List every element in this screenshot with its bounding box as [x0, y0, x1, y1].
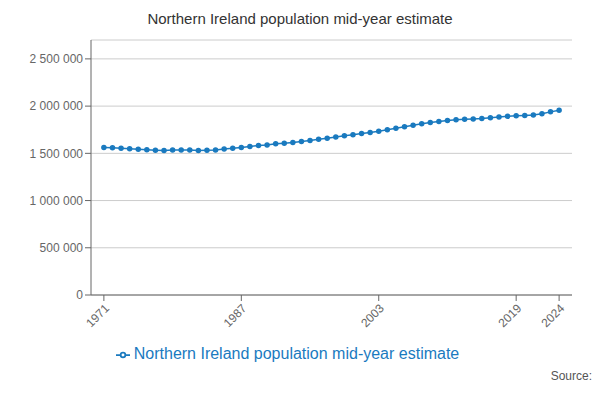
svg-text:1 500 000: 1 500 000 — [30, 147, 84, 161]
svg-text:500 000: 500 000 — [40, 241, 84, 255]
svg-text:2019: 2019 — [496, 301, 525, 330]
svg-text:1 000 000: 1 000 000 — [30, 194, 84, 208]
html-text:Source:: Source: — [550, 369, 592, 383]
svg-text:1971: 1971 — [83, 301, 112, 330]
html-text:Northern Ireland population mi: Northern Ireland population mid-year est… — [133, 345, 460, 362]
svg-text:2 500 000: 2 500 000 — [30, 52, 84, 66]
html-text:Northern Ireland population mi: Northern Ireland population mid-year est… — [147, 10, 453, 27]
svg-text:2003: 2003 — [358, 301, 387, 330]
svg-text:0: 0 — [76, 288, 83, 302]
svg-text:1987: 1987 — [221, 301, 250, 330]
svg-text:2 000 000: 2 000 000 — [30, 99, 84, 113]
svg-text:2024: 2024 — [538, 301, 567, 330]
